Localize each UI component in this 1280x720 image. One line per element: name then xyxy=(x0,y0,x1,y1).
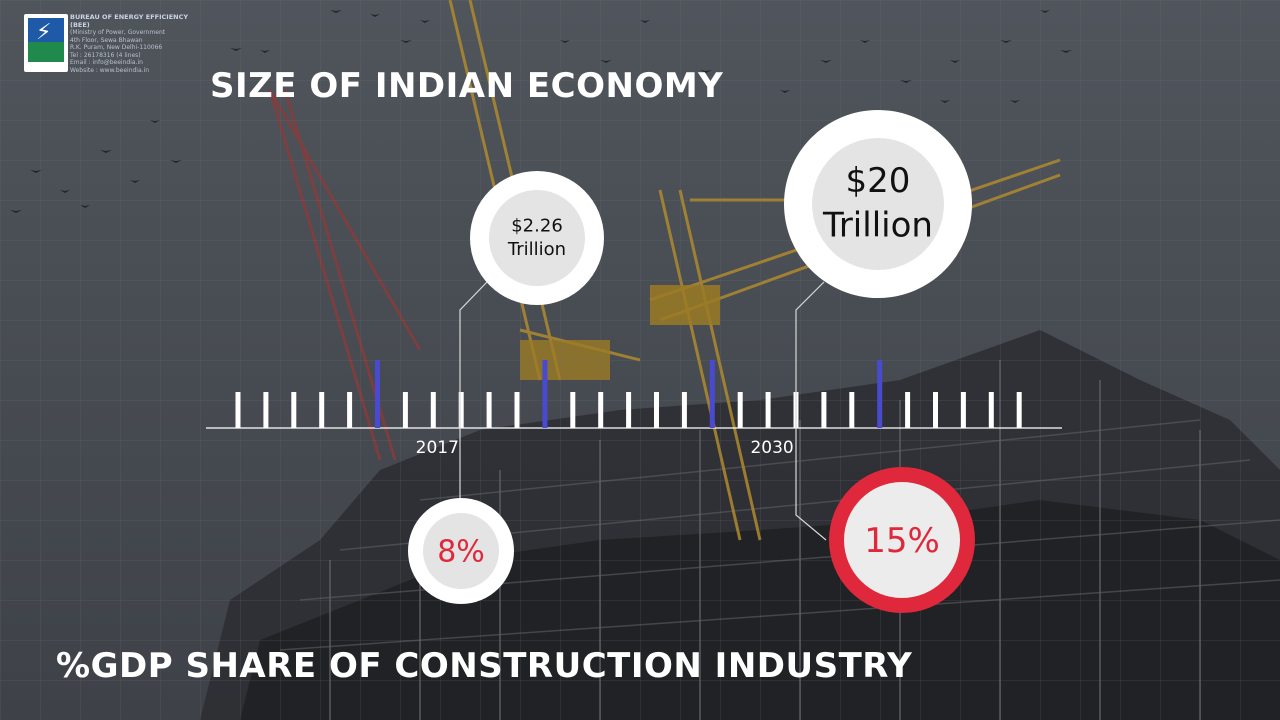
timeline-tick xyxy=(598,392,604,428)
timeline-tick xyxy=(681,392,687,428)
highlight-tick xyxy=(375,360,380,428)
percent-value-label: 15% xyxy=(864,521,940,561)
highlight-tick xyxy=(542,360,548,428)
timeline-tick xyxy=(514,392,520,428)
timeline-tick xyxy=(486,392,492,428)
timeline-tick xyxy=(626,392,632,428)
timeline-tick xyxy=(737,392,743,428)
highlight-tick xyxy=(709,360,715,428)
percent-bubble-inner xyxy=(423,513,499,589)
year-label: 2017 xyxy=(416,438,459,458)
timeline-tick xyxy=(988,392,994,428)
timeline-tick xyxy=(430,392,436,428)
economy-value-label: Trillion xyxy=(507,239,566,260)
timeline-tick xyxy=(291,392,297,428)
bee-logo: ⚡ xyxy=(24,14,68,72)
lightning-bolt-icon: ⚡ xyxy=(36,20,52,45)
highlight-tick xyxy=(877,360,883,428)
org-line: Email : info@beeindia.in xyxy=(70,59,143,66)
chart-subtitle: %GDP SHARE OF CONSTRUCTION INDUSTRY xyxy=(56,646,913,686)
timeline-tick xyxy=(654,392,659,428)
economy-value-label: $2.26 xyxy=(511,216,563,237)
org-line: R.K. Puram, New Delhi-110066 xyxy=(70,44,163,51)
timeline-tick xyxy=(235,392,241,428)
year-label: 2030 xyxy=(750,438,793,458)
org-name: BUREAU OF ENERGY EFFICIENCY (BEE) xyxy=(70,13,189,29)
org-line: Website : www.beeindia.in xyxy=(70,66,150,74)
timeline-tick xyxy=(263,392,269,428)
timeline-tick xyxy=(1016,392,1022,428)
org-line: Tel : 26178316 (4 lines) xyxy=(70,51,141,59)
connector-line xyxy=(459,281,488,500)
timeline-tick xyxy=(402,392,408,428)
timeline-tick xyxy=(849,392,855,428)
timeline-tick xyxy=(570,392,576,428)
org-line: 4th Floor, Sewa Bhawan xyxy=(70,36,143,44)
timeline-tick xyxy=(933,392,938,428)
timeline-tick xyxy=(347,392,353,428)
chart-title: SIZE OF INDIAN ECONOMY xyxy=(210,66,724,106)
economy-bubble-inner xyxy=(812,138,944,270)
percent-bubble-inner xyxy=(844,482,960,598)
connector-line xyxy=(795,281,827,541)
percent-value-label: 8% xyxy=(437,535,485,570)
timeline-tick xyxy=(765,392,771,428)
economy-value-label: Trillion xyxy=(822,205,933,245)
org-address-block: BUREAU OF ENERGY EFFICIENCY (BEE) (Minis… xyxy=(70,13,210,74)
timeline-tick xyxy=(458,392,464,428)
timeline-tick xyxy=(319,392,325,428)
timeline-tick xyxy=(960,392,966,428)
timeline-tick xyxy=(905,392,911,428)
timeline-tick xyxy=(821,392,827,428)
economy-bubble-inner xyxy=(489,190,585,286)
economy-value-label: $20 xyxy=(846,161,911,201)
org-line: (Ministry of Power, Government xyxy=(70,29,166,36)
